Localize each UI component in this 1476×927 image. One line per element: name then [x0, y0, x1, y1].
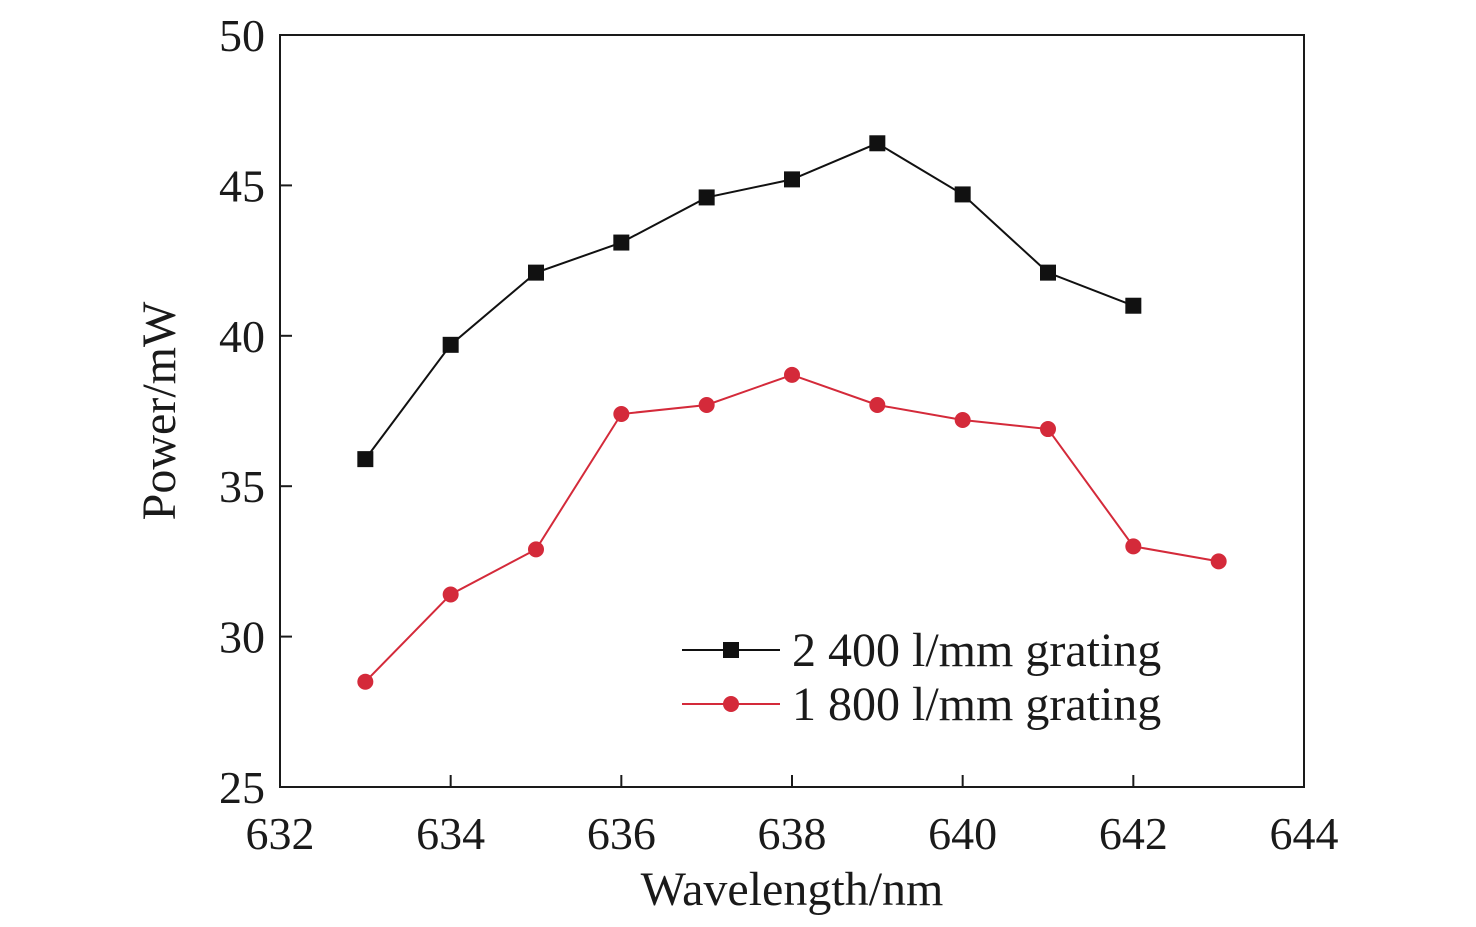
- y-tick-label: 50: [219, 10, 265, 61]
- data-point: [528, 264, 544, 281]
- y-tick-label: 25: [219, 762, 265, 813]
- legend-marker: [723, 696, 739, 712]
- data-point: [442, 586, 459, 603]
- data-point: [442, 336, 459, 353]
- data-point: [613, 406, 630, 423]
- x-tick-label: 640: [928, 808, 997, 859]
- x-tick-label: 642: [1099, 808, 1168, 859]
- x-axis-label: Wavelength/nm: [641, 863, 944, 916]
- y-tick-label: 45: [219, 160, 265, 211]
- y-axis-label: Power/mW: [133, 301, 186, 520]
- y-tick-label: 40: [219, 311, 265, 362]
- x-tick-label: 638: [758, 808, 827, 859]
- legend-label: 2 400 l/mm grating: [792, 624, 1161, 677]
- data-point: [869, 396, 886, 413]
- data-point: [1040, 264, 1056, 281]
- series-2: [357, 366, 1227, 690]
- data-point: [357, 673, 374, 690]
- legend-entry: 2 400 l/mm grating: [682, 624, 1161, 677]
- series-line: [364, 142, 1134, 460]
- series-1: [357, 135, 1142, 468]
- data-point: [528, 541, 544, 558]
- data-point: [1125, 297, 1142, 314]
- data-point: [1040, 421, 1056, 438]
- data-point: [869, 135, 886, 152]
- data-point: [784, 171, 800, 188]
- x-tick-label: 636: [587, 808, 656, 859]
- y-tick-label: 30: [219, 612, 265, 663]
- data-point: [698, 189, 715, 206]
- x-tick-label: 634: [416, 808, 485, 859]
- data-point: [784, 366, 800, 383]
- data-point: [954, 186, 971, 203]
- series-layer: [357, 135, 1227, 690]
- data-point: [613, 234, 630, 251]
- x-tick-label: 644: [1270, 808, 1339, 859]
- x-axis-ticks: 632 634 636 638 640 642 644: [246, 775, 1339, 859]
- y-tick-label: 35: [219, 461, 265, 512]
- x-tick-label: 632: [246, 808, 315, 859]
- data-point: [954, 412, 971, 429]
- y-axis-ticks: 25 30 35 40 45 50: [219, 10, 292, 813]
- data-point: [698, 396, 715, 413]
- data-point: [357, 451, 374, 468]
- legend-marker: [723, 642, 739, 658]
- data-point: [1125, 538, 1142, 555]
- legend-entry: 1 800 l/mm grating: [682, 678, 1161, 731]
- data-point: [1210, 553, 1227, 570]
- legend-label: 1 800 l/mm grating: [792, 678, 1161, 731]
